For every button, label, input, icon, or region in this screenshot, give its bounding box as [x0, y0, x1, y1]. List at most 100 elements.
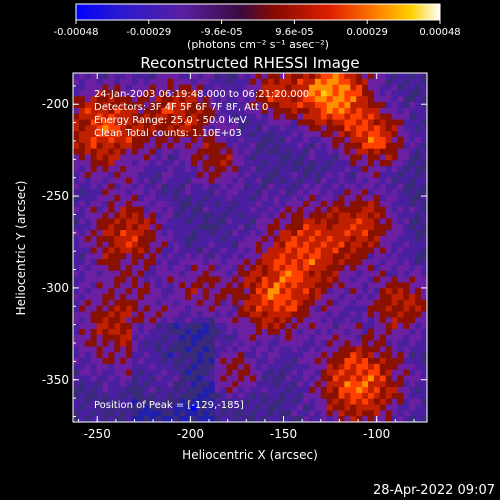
- heatmap-cell: [309, 282, 316, 289]
- heatmap-cell: [78, 276, 86, 283]
- heatmap-cell: [102, 375, 109, 382]
- heatmap-cell: [385, 352, 393, 359]
- heatmap-cell: [137, 189, 145, 196]
- heatmap-cell: [73, 78, 80, 86]
- heatmap-cell: [161, 363, 168, 371]
- heatmap-cell: [291, 328, 298, 336]
- heatmap-cell: [232, 398, 239, 406]
- heatmap-cell: [84, 200, 92, 208]
- heatmap-cell: [90, 346, 98, 353]
- heatmap-cell: [261, 259, 269, 266]
- heatmap-cell: [261, 166, 269, 173]
- heatmap-cell: [137, 305, 145, 313]
- heatmap-cell: [143, 276, 151, 283]
- heatmap-cell: [261, 73, 269, 80]
- heatmap-cell: [285, 230, 292, 237]
- heatmap-cell: [137, 241, 145, 249]
- heatmap-cell: [344, 404, 351, 411]
- heatmap-cell: [338, 218, 345, 225]
- heatmap-cell: [155, 346, 163, 353]
- heatmap-cell: [90, 212, 98, 220]
- heatmap-cell: [403, 259, 410, 266]
- heatmap-cell: [385, 183, 393, 190]
- heatmap-cell: [303, 166, 310, 173]
- heatmap-cell: [314, 224, 322, 231]
- heatmap-cell: [155, 96, 163, 103]
- heatmap-cell: [362, 224, 369, 231]
- heatmap-cell: [350, 270, 357, 278]
- heatmap-cell: [362, 183, 369, 190]
- heatmap-cell: [208, 154, 216, 161]
- heatmap-cell: [373, 212, 381, 220]
- heatmap-cell: [391, 352, 399, 359]
- heatmap-cell: [220, 78, 227, 86]
- heatmap-cell: [143, 340, 151, 347]
- heatmap-cell: [185, 206, 192, 214]
- heatmap-cell: [102, 241, 109, 249]
- heatmap-cell: [267, 90, 275, 97]
- heatmap-cell: [314, 305, 322, 313]
- heatmap-cell: [314, 212, 322, 220]
- heatmap-cell: [161, 102, 168, 109]
- heatmap-cell: [409, 352, 416, 359]
- heatmap-cell: [267, 375, 275, 382]
- heatmap-cell: [409, 177, 416, 185]
- heatmap-cell: [309, 398, 316, 406]
- heatmap-cell: [267, 416, 275, 423]
- heatmap-cell: [338, 264, 345, 272]
- heatmap-cell: [291, 323, 298, 330]
- heatmap-cell: [332, 346, 340, 353]
- heatmap-cell: [338, 381, 345, 388]
- heatmap-cell: [96, 381, 104, 388]
- heatmap-cell: [149, 404, 157, 411]
- heatmap-cell: [244, 323, 251, 330]
- heatmap-cell: [255, 160, 263, 167]
- heatmap-cell: [279, 387, 286, 394]
- heatmap-cell: [397, 154, 404, 161]
- heatmap-cell: [84, 288, 92, 295]
- heatmap-cell: [102, 142, 109, 150]
- heatmap-cell: [291, 288, 298, 295]
- heatmap-cell: [267, 259, 275, 266]
- heatmap-cell: [196, 346, 204, 353]
- heatmap-cell: [368, 136, 375, 144]
- heatmap-cell: [78, 375, 86, 382]
- heatmap-cell: [143, 305, 151, 313]
- heatmap-cell: [173, 90, 180, 97]
- heatmap-cell: [273, 125, 281, 132]
- heatmap-cell: [202, 317, 210, 324]
- heatmap-cell: [309, 381, 316, 388]
- heatmap-cell: [96, 352, 104, 359]
- heatmap-cell: [167, 195, 174, 202]
- heatmap-cell: [291, 334, 298, 342]
- heatmap-cell: [244, 247, 251, 254]
- heatmap-cell: [191, 259, 198, 266]
- heatmap-cell: [208, 189, 216, 196]
- heatmap-cell: [350, 154, 357, 161]
- heatmap-cell: [409, 369, 416, 377]
- heatmap-cell: [208, 119, 216, 126]
- heatmap-cell: [126, 387, 133, 394]
- heatmap-cell: [84, 270, 92, 278]
- heatmap-cell: [126, 136, 133, 144]
- heatmap-cell: [320, 235, 328, 243]
- heatmap-cell: [326, 311, 334, 318]
- heatmap-cell: [250, 346, 257, 353]
- heatmap-cell: [143, 369, 151, 377]
- heatmap-cell: [238, 311, 245, 318]
- heatmap-cell: [238, 102, 245, 109]
- heatmap-cell: [238, 392, 245, 400]
- heatmap-cell: [202, 119, 210, 126]
- heatmap-cell: [137, 340, 145, 347]
- heatmap-cell: [155, 195, 163, 202]
- heatmap-cell: [114, 247, 121, 254]
- heatmap-cell: [120, 148, 127, 156]
- heatmap-cell: [273, 392, 281, 400]
- heatmap-cell: [338, 416, 345, 423]
- heatmap-cell: [391, 195, 399, 202]
- heatmap-cell: [167, 410, 174, 417]
- heatmap-cell: [167, 404, 174, 411]
- heatmap-cell: [132, 206, 139, 214]
- heatmap-cell: [267, 107, 275, 115]
- heatmap-cell: [303, 183, 310, 190]
